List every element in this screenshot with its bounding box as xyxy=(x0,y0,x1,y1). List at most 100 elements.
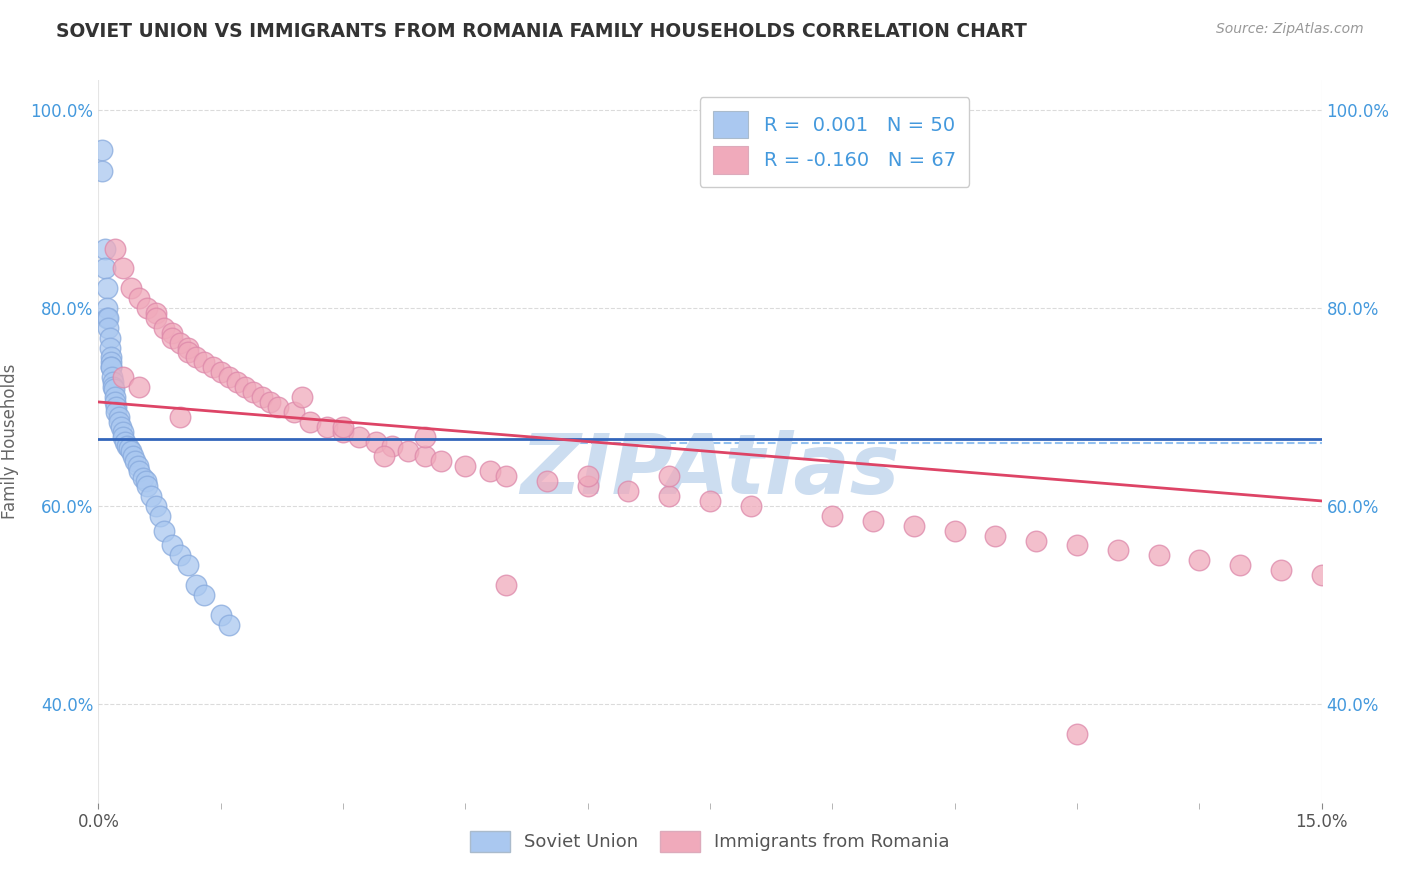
Point xyxy=(105,405,128,419)
Y-axis label: Family Households: Family Households xyxy=(1,364,20,519)
Point xyxy=(373,450,395,464)
Point xyxy=(160,330,183,344)
Point xyxy=(283,405,305,419)
Point xyxy=(169,409,191,424)
Point xyxy=(111,261,134,276)
Point xyxy=(413,429,436,443)
Point xyxy=(242,385,264,400)
Point xyxy=(430,454,453,468)
Point xyxy=(193,355,215,369)
Point xyxy=(152,524,174,538)
Point xyxy=(101,375,124,389)
Point xyxy=(132,471,155,485)
Point xyxy=(259,395,281,409)
Point xyxy=(740,499,762,513)
Point xyxy=(149,508,172,523)
Point xyxy=(108,409,131,424)
Point xyxy=(96,281,118,295)
Point xyxy=(145,306,167,320)
Point xyxy=(332,425,354,439)
Point xyxy=(209,365,232,379)
Point xyxy=(186,351,208,365)
Point xyxy=(478,464,501,478)
Point xyxy=(169,335,191,350)
Point xyxy=(396,444,419,458)
Point xyxy=(111,370,134,384)
Point xyxy=(943,524,966,538)
Point xyxy=(209,607,232,622)
Point xyxy=(101,380,124,394)
Point xyxy=(1066,726,1088,740)
Point xyxy=(135,474,157,488)
Point xyxy=(177,341,200,355)
Point xyxy=(1310,568,1333,582)
Point xyxy=(97,310,120,325)
Point xyxy=(115,440,138,454)
Point xyxy=(576,469,599,483)
Point xyxy=(108,415,131,429)
Point xyxy=(1025,533,1047,548)
Point xyxy=(699,494,721,508)
Text: SOVIET UNION VS IMMIGRANTS FROM ROMANIA FAMILY HOUSEHOLDS CORRELATION CHART: SOVIET UNION VS IMMIGRANTS FROM ROMANIA … xyxy=(56,22,1028,41)
Point xyxy=(91,143,114,157)
Text: Source: ZipAtlas.com: Source: ZipAtlas.com xyxy=(1216,22,1364,37)
Point xyxy=(349,429,371,443)
Point xyxy=(100,355,122,369)
Point xyxy=(118,442,141,456)
Point xyxy=(576,479,599,493)
Point xyxy=(98,341,121,355)
Point xyxy=(145,499,167,513)
Point xyxy=(218,370,240,384)
Point xyxy=(315,419,337,434)
Point xyxy=(145,310,167,325)
Point xyxy=(299,415,322,429)
Point xyxy=(267,400,290,414)
Point xyxy=(218,617,240,632)
Legend: Soviet Union, Immigrants from Romania: Soviet Union, Immigrants from Romania xyxy=(463,823,957,859)
Point xyxy=(821,508,844,523)
Point xyxy=(114,434,136,449)
Point xyxy=(381,440,404,454)
Point xyxy=(94,261,117,276)
Point xyxy=(97,320,120,334)
Point xyxy=(124,454,146,468)
Point xyxy=(226,375,249,389)
Point xyxy=(103,382,125,396)
Point xyxy=(413,450,436,464)
Point xyxy=(160,539,183,553)
Point xyxy=(104,395,127,409)
Point xyxy=(127,459,149,474)
Point xyxy=(617,483,640,498)
Point xyxy=(94,242,117,256)
Point xyxy=(96,301,118,315)
Point xyxy=(91,164,114,178)
Point xyxy=(121,450,143,464)
Point xyxy=(136,479,159,493)
Point xyxy=(1188,553,1211,567)
Point xyxy=(1270,563,1292,577)
Point xyxy=(101,370,124,384)
Point xyxy=(495,578,517,592)
Point xyxy=(120,281,142,295)
Point xyxy=(291,390,314,404)
Point xyxy=(658,469,681,483)
Point xyxy=(105,400,128,414)
Point xyxy=(100,360,122,375)
Point xyxy=(332,419,354,434)
Point xyxy=(128,380,150,394)
Point xyxy=(110,419,132,434)
Point xyxy=(862,514,884,528)
Point xyxy=(495,469,517,483)
Point xyxy=(100,360,122,375)
Point xyxy=(98,330,121,344)
Point xyxy=(111,429,134,443)
Point xyxy=(1147,549,1170,563)
Point xyxy=(250,390,273,404)
Point xyxy=(169,549,191,563)
Point xyxy=(104,242,127,256)
Point xyxy=(903,518,925,533)
Point xyxy=(177,345,200,359)
Point xyxy=(152,320,174,334)
Point xyxy=(186,578,208,592)
Point xyxy=(454,459,477,474)
